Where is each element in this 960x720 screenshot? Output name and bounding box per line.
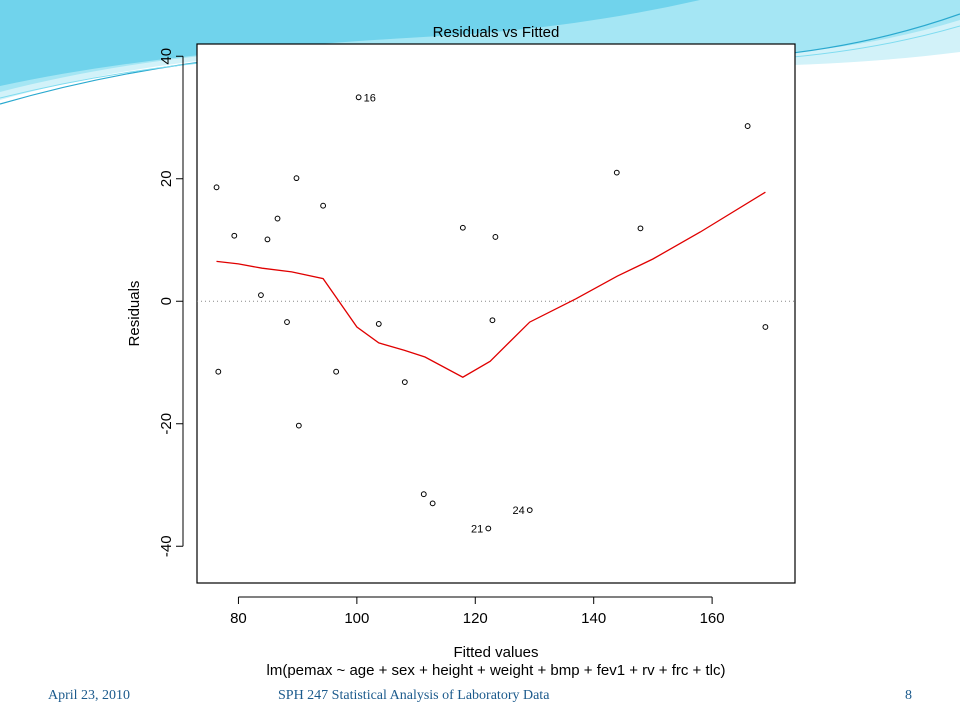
- point-label: 16: [364, 92, 376, 104]
- y-tick-label: 0: [158, 297, 175, 305]
- data-point: [401, 379, 408, 386]
- y-tick-label: 20: [158, 170, 175, 187]
- data-point: [355, 94, 362, 101]
- lowess-smooth-line: [216, 191, 766, 378]
- swoosh-band-front: [0, 0, 700, 86]
- x-tick-label: 120: [463, 610, 488, 627]
- data-point: [459, 224, 466, 231]
- chart-title: Residuals vs Fitted: [433, 24, 560, 41]
- data-point: [320, 202, 327, 209]
- plot-frame: [196, 43, 796, 584]
- footer-date: April 23, 2010: [48, 688, 131, 703]
- data-point: [231, 232, 238, 239]
- data-point: [258, 292, 264, 299]
- y-tick-label: -20: [158, 413, 175, 435]
- data-point: [333, 368, 340, 375]
- x-axis-label: Fitted values: [453, 644, 538, 661]
- data-point: [492, 234, 499, 240]
- data-point: [637, 225, 644, 232]
- point-label: 21: [471, 523, 483, 535]
- data-point: [744, 123, 751, 129]
- data-point: [526, 507, 533, 514]
- data-point: [489, 317, 496, 324]
- data-point: [284, 319, 290, 325]
- y-axis-label: Residuals: [126, 281, 143, 347]
- point-label: 24: [512, 505, 524, 517]
- x-tick-label: 160: [700, 610, 725, 627]
- data-point: [485, 525, 492, 532]
- model-formula-subtitle: lm(pemax ~ age + sex + height + weight +…: [267, 662, 726, 679]
- y-tick-label: -40: [158, 535, 175, 557]
- data-point: [420, 491, 427, 498]
- y-tick-label: 40: [158, 48, 175, 65]
- data-point: [274, 215, 281, 222]
- data-point: [264, 236, 271, 243]
- data-point: [213, 184, 220, 191]
- data-point: [295, 422, 302, 429]
- x-tick-label: 80: [230, 610, 247, 627]
- data-point: [429, 500, 436, 507]
- data-point: [762, 324, 769, 330]
- footer-page-number: 8: [905, 688, 912, 703]
- data-point: [375, 321, 382, 327]
- data-point: [293, 175, 300, 182]
- x-tick-label: 100: [344, 610, 369, 627]
- footer-course-title: SPH 247 Statistical Analysis of Laborato…: [278, 688, 550, 703]
- data-point: [215, 368, 222, 375]
- x-tick-label: 140: [581, 610, 606, 627]
- data-point: [613, 169, 620, 176]
